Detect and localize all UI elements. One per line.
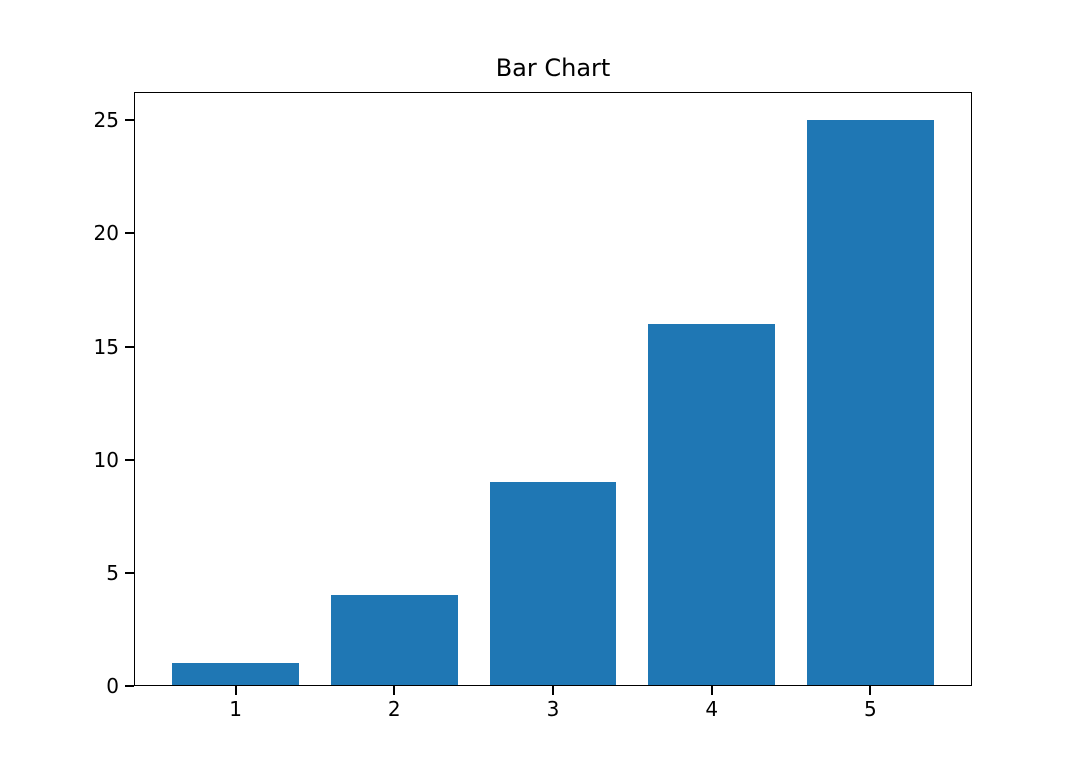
y-tick-mark (125, 571, 134, 574)
x-tick-mark (710, 686, 713, 695)
plot-area-frame (134, 92, 972, 686)
y-tick-mark (125, 345, 134, 348)
x-tick-label: 4 (705, 697, 719, 721)
y-tick-label: 0 (106, 674, 119, 698)
y-tick-label: 25 (93, 108, 119, 133)
bar (648, 323, 776, 686)
y-tick-mark (125, 119, 134, 122)
x-tick-label: 1 (229, 697, 242, 721)
y-tick-label: 10 (93, 447, 119, 472)
y-tick-mark (125, 232, 134, 235)
x-tick-mark (393, 686, 396, 695)
y-tick-mark (125, 458, 134, 461)
x-tick-label: 2 (387, 697, 401, 721)
x-tick-mark (869, 686, 872, 695)
chart-title: Bar Chart (495, 54, 611, 82)
bar (172, 663, 300, 686)
bar (330, 595, 458, 686)
y-tick-mark (125, 685, 134, 687)
x-tick-label: 3 (546, 697, 560, 721)
bar (806, 120, 934, 686)
x-tick-mark (234, 686, 237, 695)
y-tick-label: 5 (106, 560, 119, 585)
y-tick-label: 20 (93, 221, 119, 246)
bar (489, 482, 617, 686)
y-tick-label: 15 (93, 334, 119, 359)
x-tick-mark (552, 686, 554, 695)
x-tick-label: 5 (864, 697, 877, 721)
